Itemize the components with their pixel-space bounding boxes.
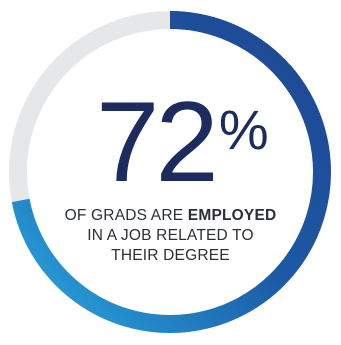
caption-line-1: OF GRADS ARE EMPLOYED: [60, 206, 281, 226]
ring-progress-arc: [11, 11, 331, 333]
percent-sign: %: [218, 98, 269, 161]
caption-line-3: THEIR DEGREE: [111, 247, 230, 264]
stat-caption: OF GRADS ARE EMPLOYED IN A JOB RELATED T…: [60, 206, 281, 266]
caption-line-1-prefix: OF GRADS ARE: [64, 207, 188, 224]
percentage-value: 72 %: [96, 79, 269, 206]
percentage-number: 72: [96, 79, 219, 206]
caption-emphasis: EMPLOYED: [187, 207, 277, 224]
caption-line-2: IN A JOB RELATED TO: [87, 227, 254, 244]
